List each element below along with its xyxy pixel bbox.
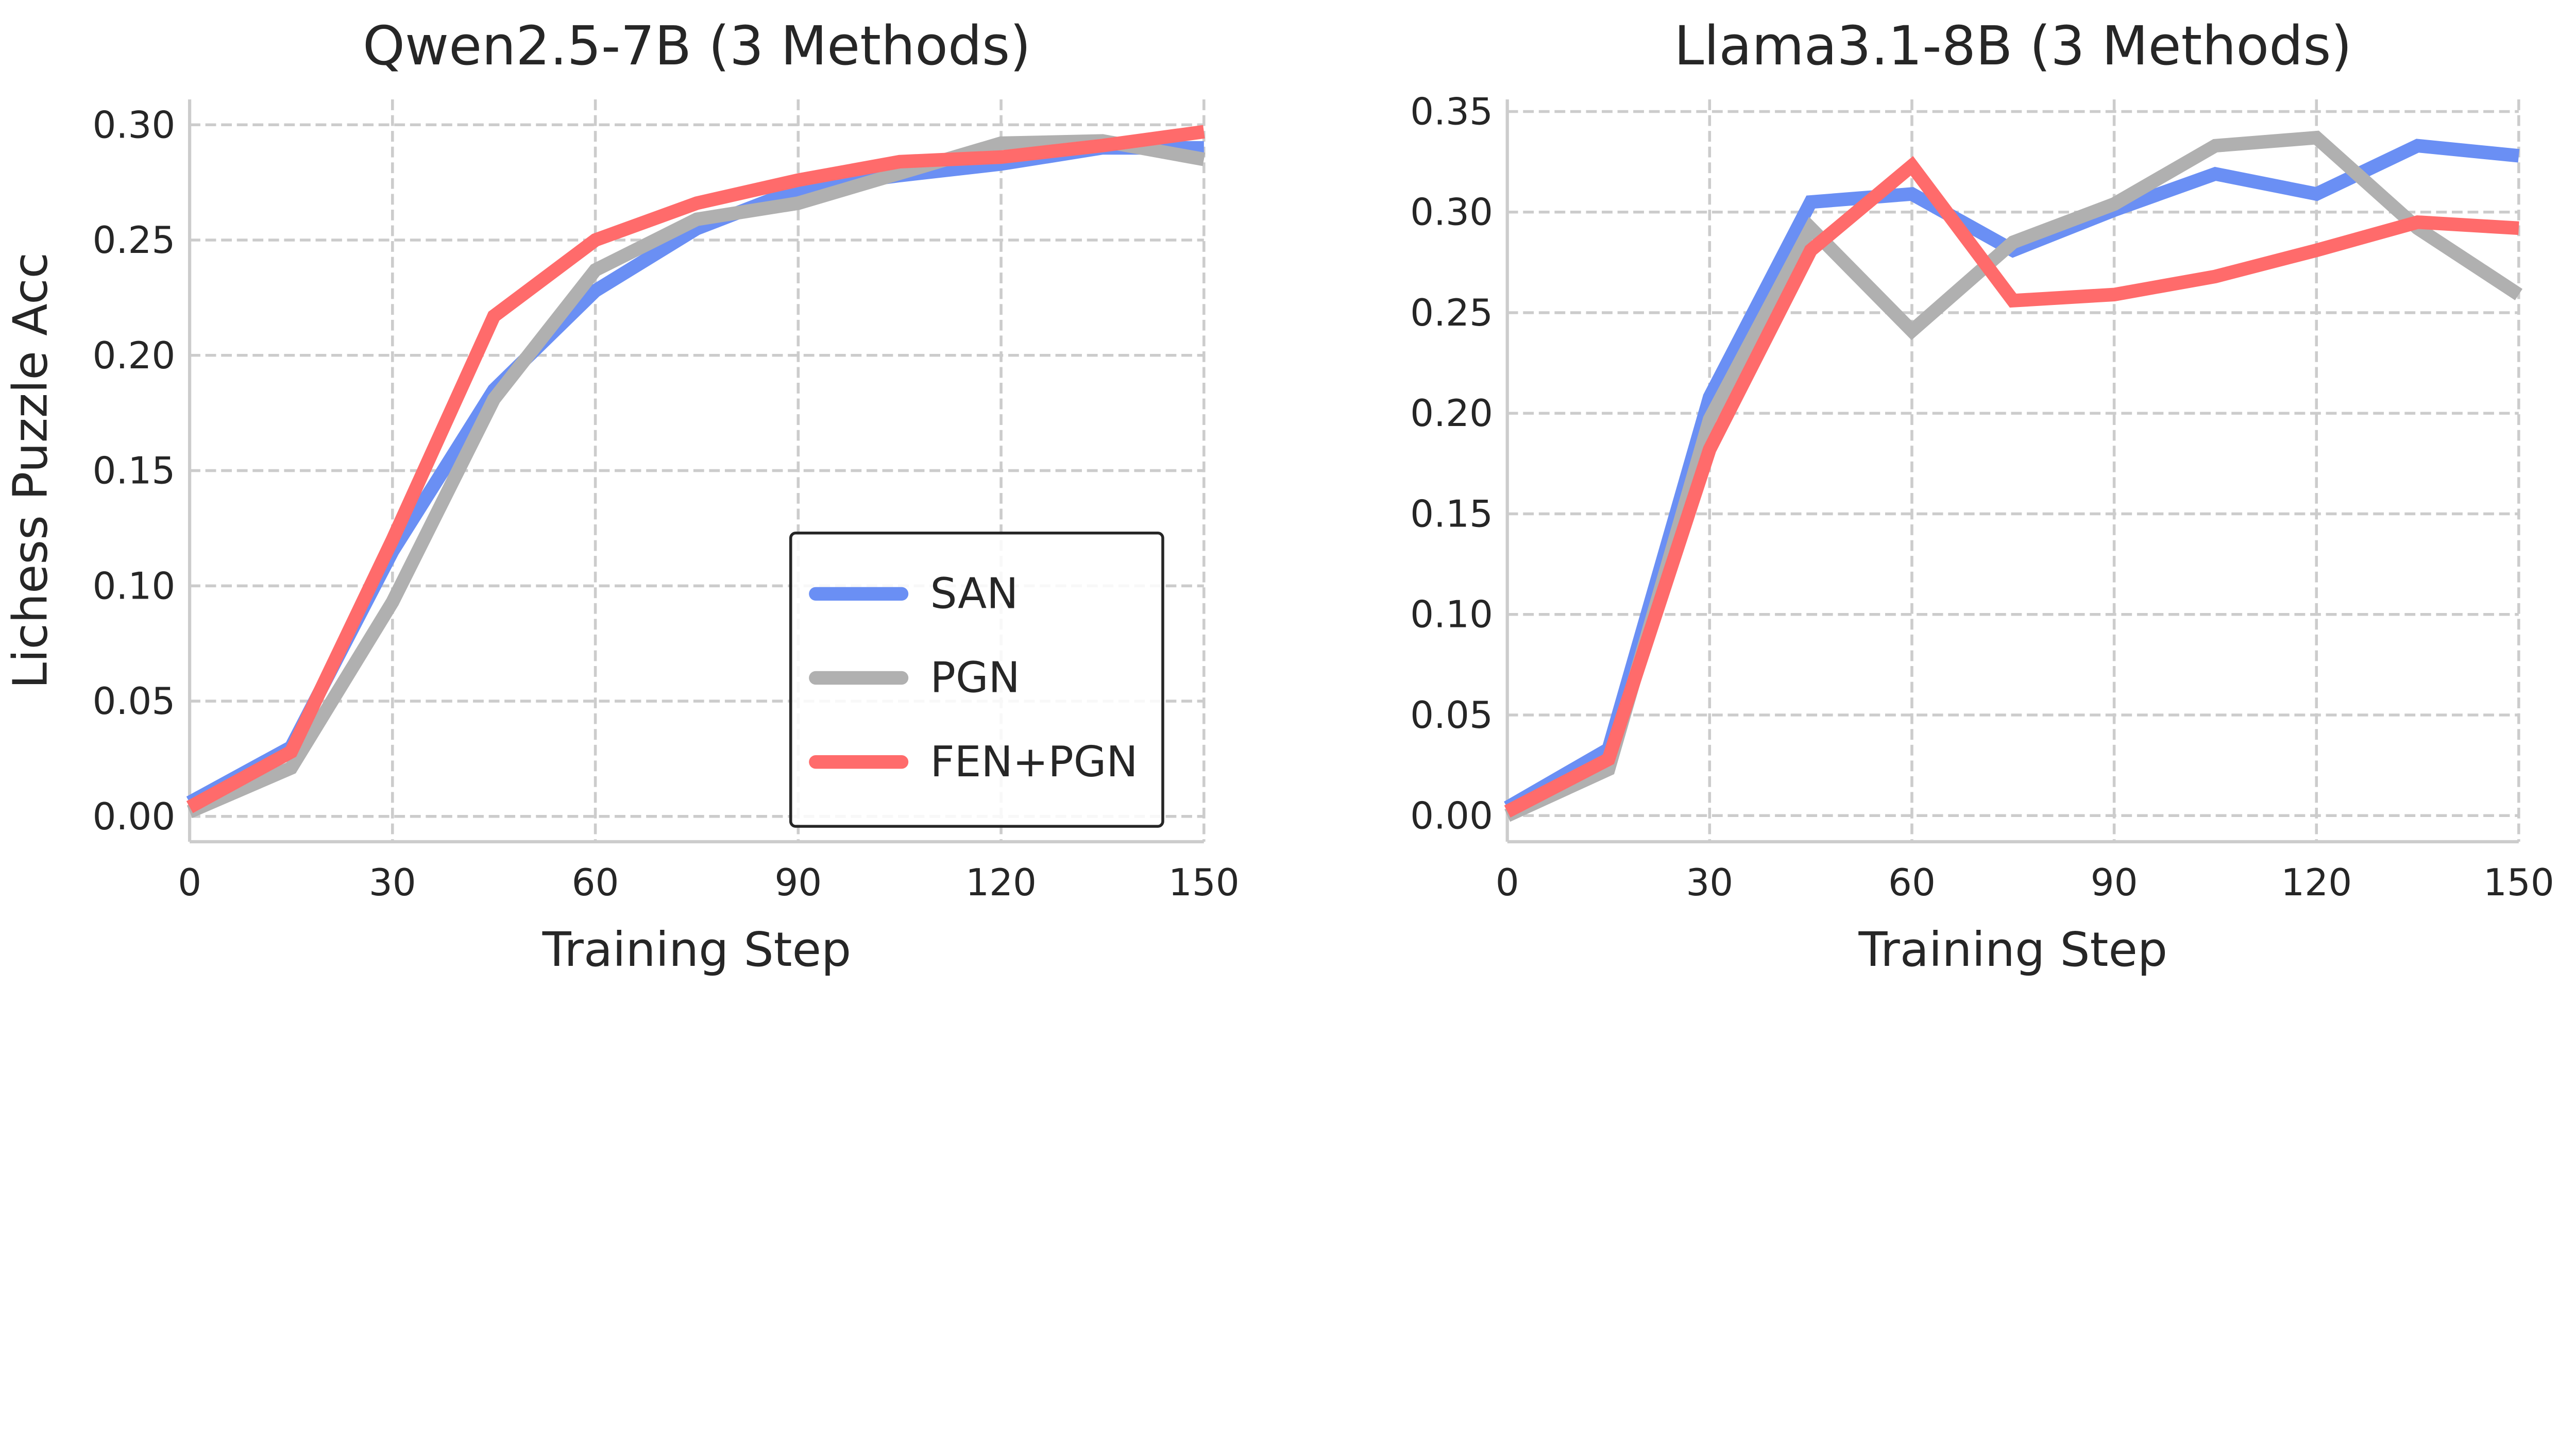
x-tick-label: 60 — [1888, 861, 1936, 905]
x-axis-label: Training Step — [542, 922, 851, 977]
y-tick-label: 0.35 — [1410, 90, 1493, 133]
x-tick-label: 30 — [369, 861, 416, 905]
legend-label: FEN+PGN — [930, 738, 1138, 787]
x-tick-label: 0 — [1496, 861, 1519, 905]
x-tick-label: 0 — [178, 861, 201, 905]
y-tick-label: 0.20 — [1410, 392, 1493, 435]
series-line-pgn — [187, 134, 1206, 818]
chart-title: Llama3.1-8B (3 Methods) — [1674, 14, 2352, 77]
legend: SAN PGN FEN+PGN — [789, 531, 1164, 828]
legend-label: PGN — [930, 654, 1020, 703]
x-tick-label: 150 — [2483, 861, 2554, 905]
y-tick-label: 0.25 — [92, 219, 175, 262]
chart-1: 0 30 60 90 120 150 0.00 0.05 0.10 0.15 0.20 0.25 0.3… — [3, 14, 1239, 977]
legend-box — [789, 531, 1164, 828]
y-tick-label: 0.10 — [92, 565, 175, 608]
x-tick-label: 150 — [1168, 861, 1240, 905]
x-tick-label: 60 — [572, 861, 619, 905]
y-tick-label: 0.15 — [92, 450, 175, 493]
y-tick-label: 0.10 — [1410, 593, 1493, 637]
x-tick-label: 120 — [965, 861, 1037, 905]
y-tick-label: 0.20 — [92, 334, 175, 378]
x-tick-label: 90 — [774, 861, 822, 905]
x-tick-label: 90 — [2091, 861, 2138, 905]
y-tick-label: 0.00 — [1410, 794, 1493, 838]
x-tick-label: 120 — [2281, 861, 2352, 905]
y-tick-label: 0.15 — [1410, 492, 1493, 536]
series-line-fen-pgn — [186, 125, 1205, 813]
chart-2: 0 30 60 90 120 150 0.00 0.05 0.10 0.15 0.20 0.25 0.3… — [1410, 14, 2554, 977]
legend-label: SAN — [930, 570, 1019, 619]
y-tick-label: 0.00 — [92, 795, 175, 839]
y-axis-label: Lichess Puzzle Acc — [3, 252, 58, 689]
series-line-fen-pgn — [1504, 156, 2519, 818]
y-tick-label: 0.30 — [92, 104, 175, 147]
y-tick-label: 0.05 — [1410, 694, 1493, 737]
figure-frame: 0 30 60 90 120 150 0.00 0.05 0.10 0.15 0.20 0.25 0.3… — [3, 14, 2554, 977]
y-tick-label: 0.25 — [1410, 292, 1493, 335]
y-tick-label: 0.30 — [1410, 191, 1493, 234]
chart-title: Qwen2.5-7B (3 Methods) — [363, 14, 1031, 77]
figure: 0 30 60 90 120 150 0.00 0.05 0.10 0.15 0.20 0.25 0.3… — [3, 14, 2554, 977]
y-tick-label: 0.05 — [92, 680, 175, 723]
x-axis-label: Training Step — [1858, 922, 2167, 977]
x-tick-label: 30 — [1686, 861, 1733, 905]
